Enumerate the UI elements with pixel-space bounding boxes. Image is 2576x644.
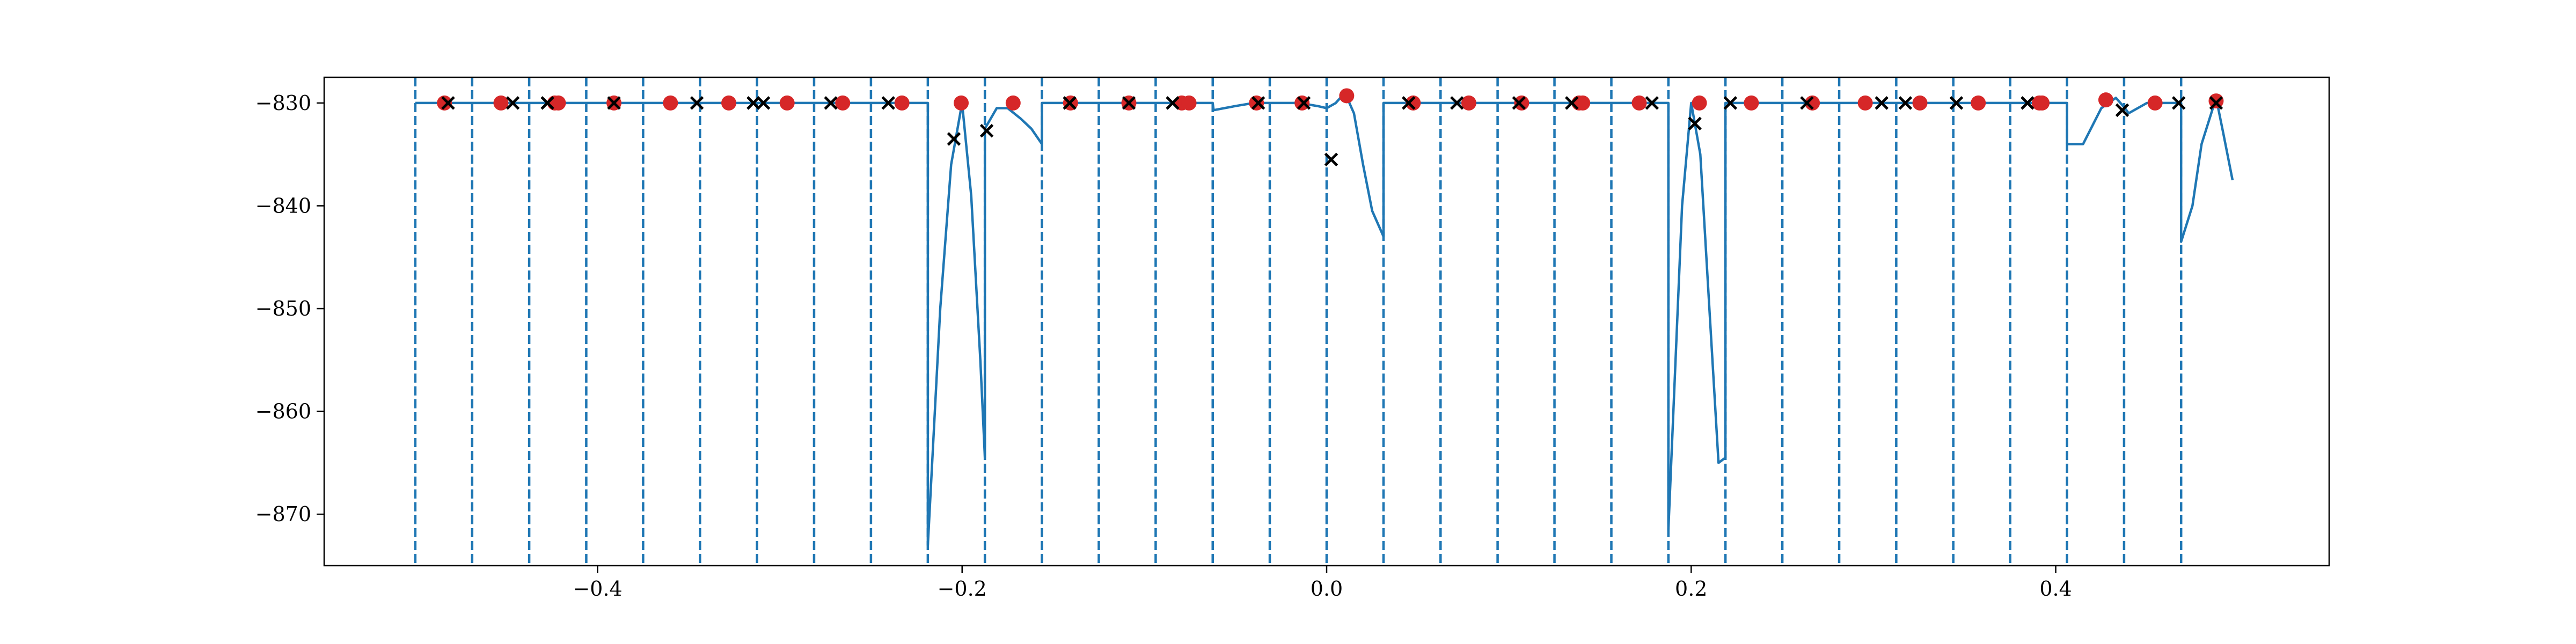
data-point-dot (437, 95, 452, 111)
data-point-dot (1692, 95, 1707, 111)
data-point-cross (2209, 96, 2223, 110)
data-point-cross (1166, 96, 1180, 110)
data-point-dot (835, 95, 851, 111)
data-point-dot (2035, 95, 2050, 111)
data-point-dot (1514, 95, 1529, 111)
data-point-dot (779, 95, 795, 111)
data-point-cross (1875, 96, 1889, 110)
data-point-dot (1575, 95, 1591, 111)
data-point-cross (881, 96, 895, 110)
y-tick-label: −850 (255, 297, 311, 320)
black-cross-markers (441, 96, 2223, 167)
y-tick-label: −830 (255, 91, 311, 115)
data-point-cross (1122, 96, 1136, 110)
y-tick-label: −840 (255, 194, 311, 217)
data-point-cross (690, 96, 704, 110)
data-point-cross (979, 123, 994, 138)
data-point-dot (493, 95, 509, 111)
data-point-dot (2098, 92, 2113, 108)
data-point-cross (1450, 96, 1464, 110)
data-point-cross (1512, 96, 1526, 110)
data-point-dot (1339, 88, 1355, 104)
data-point-cross (1324, 152, 1338, 167)
data-point-dot (2208, 93, 2224, 109)
data-point-dot (1461, 95, 1476, 111)
data-point-cross (506, 96, 520, 110)
data-point-dot (1744, 95, 1759, 111)
data-point-cross (1949, 96, 1964, 110)
data-point-cross (1063, 96, 1077, 110)
data-point-cross (1251, 96, 1265, 110)
data-point-dot (1631, 95, 1647, 111)
data-point-cross (1565, 96, 1579, 110)
data-point-cross (2021, 96, 2035, 110)
y-axis-ticks: −830 −840 −850 −860 −870 (255, 91, 324, 526)
segment-boundaries (414, 77, 2183, 566)
data-point-dot (1406, 95, 1421, 111)
x-axis-ticks: −0.4 −0.2 0.0 0.2 0.4 (573, 566, 2072, 601)
y-tick-label: −860 (255, 400, 311, 423)
x-tick-label: 0.2 (1675, 577, 1707, 601)
data-point-dot (663, 95, 678, 111)
data-point-cross (2115, 103, 2129, 118)
data-point-cross (540, 96, 554, 110)
data-point-cross (1688, 116, 1702, 130)
data-point-cross (747, 96, 760, 110)
data-point-cross (1723, 96, 1738, 110)
y-tick-label: −870 (255, 502, 311, 526)
data-point-cross (824, 96, 838, 110)
data-point-cross (2172, 96, 2186, 110)
data-point-cross (1800, 96, 1814, 110)
data-point-dot (1912, 95, 1928, 111)
data-point-cross (756, 96, 771, 110)
data-point-dot (894, 95, 910, 111)
x-tick-label: −0.4 (573, 577, 622, 601)
data-point-dot (551, 95, 566, 111)
x-tick-label: 0.4 (2039, 577, 2072, 601)
series-line (415, 91, 2234, 546)
data-point-dot (954, 95, 969, 111)
data-point-dot (1005, 95, 1021, 111)
data-point-dot (1971, 95, 1986, 111)
data-point-cross (947, 132, 961, 146)
data-point-cross (441, 96, 455, 110)
data-point-cross (1402, 96, 1416, 110)
data-point-dot (1181, 95, 1197, 111)
data-point-cross (1898, 96, 1913, 110)
data-point-cross (1645, 96, 1659, 110)
x-tick-label: −0.2 (938, 577, 987, 601)
data-point-dot (1805, 95, 1820, 111)
x-tick-label: 0.0 (1311, 577, 1343, 601)
data-point-dot (2147, 95, 2163, 111)
series-line-layer (415, 91, 2234, 546)
data-point-cross (607, 96, 621, 110)
data-point-dot (1857, 95, 1873, 111)
data-point-dot (721, 95, 736, 111)
data-point-cross (1297, 96, 1311, 110)
